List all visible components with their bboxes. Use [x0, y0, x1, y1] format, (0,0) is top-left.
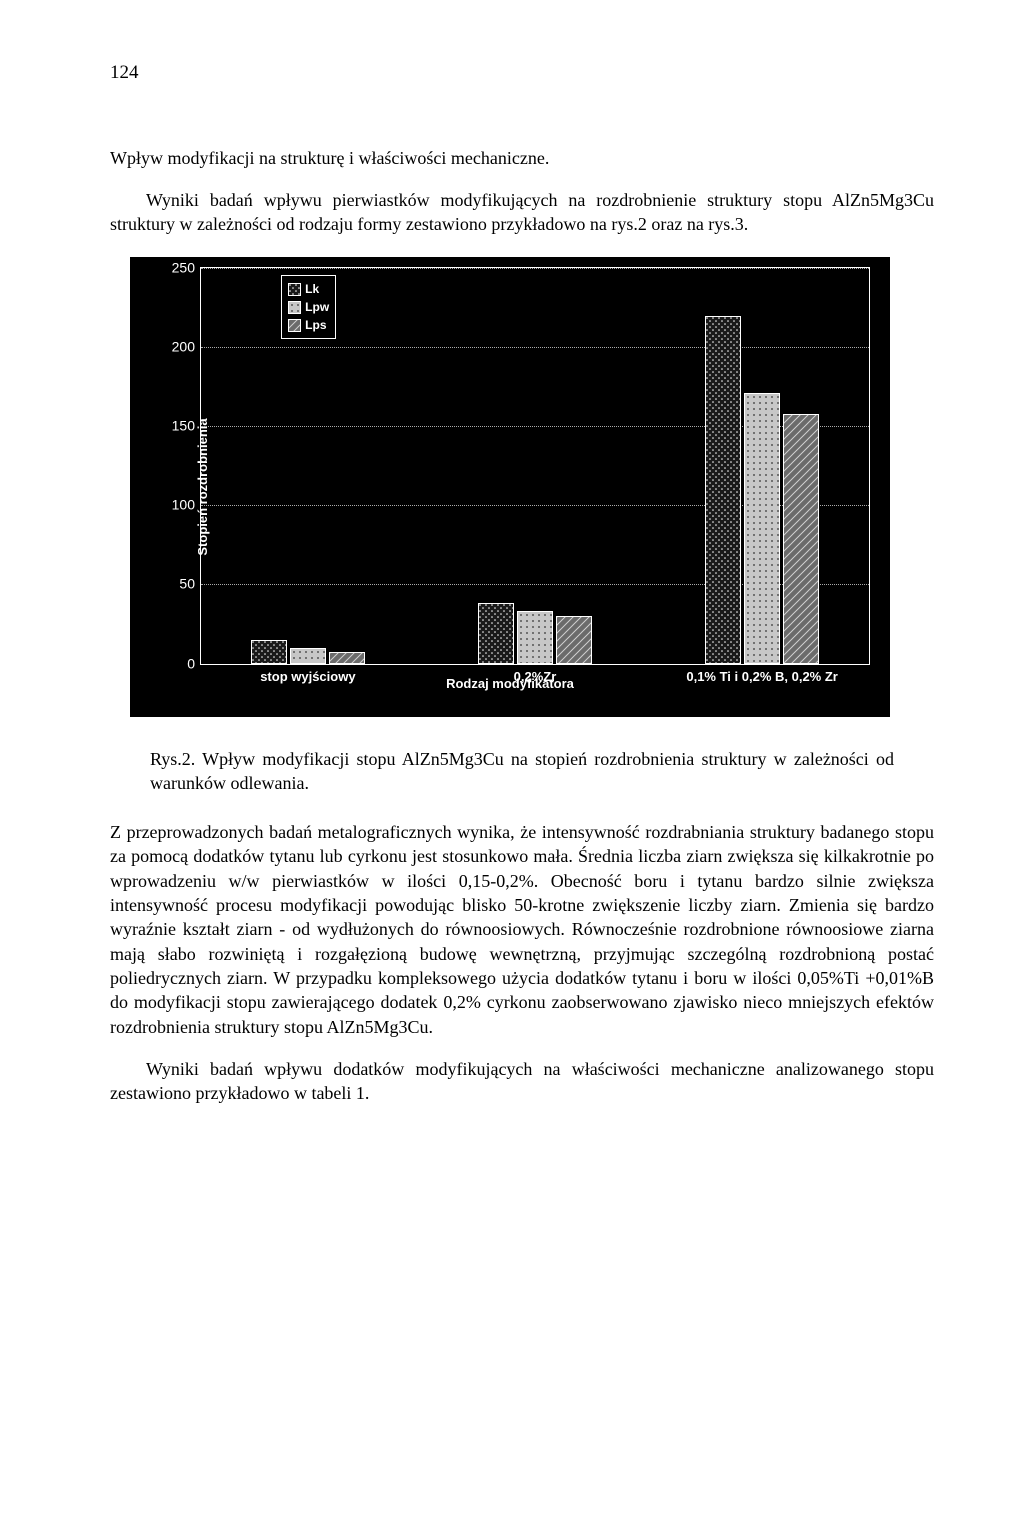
body-paragraph-1: Z przeprowadzonych badań metalograficzny… — [110, 820, 934, 1039]
caption-text: Wpływ modyfikacji stopu AlZn5Mg3Cu na st… — [150, 749, 894, 793]
chart-ytick-label: 50 — [179, 575, 201, 594]
chart-legend-item: Lps — [288, 316, 329, 334]
body-paragraph-2: Wyniki badań wpływu dodatków modyfikując… — [110, 1057, 934, 1106]
intro-heading: Wpływ modyfikacji na strukturę i właściw… — [110, 146, 934, 170]
chart-bar-group — [705, 316, 819, 663]
chart-figure: Stopień rozdrobnienia 050100150200250sto… — [110, 257, 934, 717]
chart-legend-label: Lps — [305, 316, 326, 334]
chart-bar — [705, 316, 741, 663]
chart-bar — [783, 414, 819, 664]
chart-bar — [478, 603, 514, 663]
chart-bar-group — [251, 640, 365, 664]
chart-legend-item: Lpw — [288, 298, 329, 316]
chart-bar — [251, 640, 287, 664]
chart-ytick-label: 0 — [187, 654, 201, 673]
figure-caption: Rys.2. Wpływ modyfikacji stopu AlZn5Mg3C… — [150, 747, 894, 796]
chart-ytick-label: 150 — [172, 416, 201, 435]
caption-label: Rys.2. — [150, 749, 195, 769]
chart-legend-label: Lpw — [305, 298, 329, 316]
chart-legend-item: Lk — [288, 280, 329, 298]
chart-x-axis-title: Rodzaj modyfikatora — [130, 675, 890, 693]
chart-legend-swatch — [288, 319, 301, 332]
chart-bar — [744, 393, 780, 664]
chart-plot-area: 050100150200250stop wyjściowy0,2%Zr0,1% … — [200, 267, 870, 665]
chart-panel: Stopień rozdrobnienia 050100150200250sto… — [130, 257, 890, 717]
intro-text: Wyniki badań wpływu pierwiastków modyfik… — [110, 188, 934, 237]
chart-ytick-label: 100 — [172, 496, 201, 515]
page-number: 124 — [110, 60, 934, 86]
chart-gridline — [201, 268, 869, 269]
chart-legend-label: Lk — [305, 280, 319, 298]
chart-legend-swatch — [288, 301, 301, 314]
chart-legend: LkLpwLps — [281, 275, 336, 339]
chart-bar — [329, 652, 365, 663]
chart-legend-swatch — [288, 283, 301, 296]
chart-ytick-label: 200 — [172, 337, 201, 356]
chart-bar — [556, 616, 592, 664]
chart-bar — [517, 611, 553, 664]
chart-bar-group — [478, 603, 592, 663]
chart-bar — [290, 648, 326, 664]
chart-ytick-label: 250 — [172, 258, 201, 277]
